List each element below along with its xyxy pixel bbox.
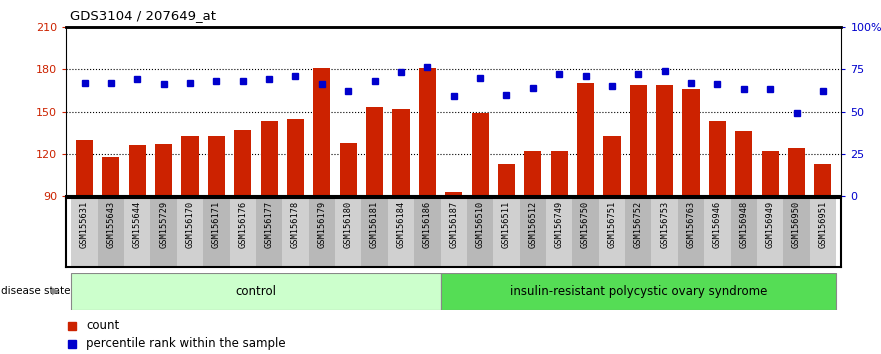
Bar	[388, 198, 414, 267]
Bar	[129, 145, 146, 196]
Bar	[445, 192, 463, 196]
Text: GSM156179: GSM156179	[317, 200, 326, 247]
Text: GSM156763: GSM156763	[686, 200, 695, 247]
Text: GSM156948: GSM156948	[739, 200, 748, 247]
Bar	[677, 198, 704, 267]
Bar	[230, 198, 256, 267]
Bar	[626, 198, 651, 267]
Text: GSM156510: GSM156510	[476, 200, 485, 247]
Bar	[814, 164, 832, 196]
Text: percentile rank within the sample: percentile rank within the sample	[86, 337, 286, 350]
Bar	[234, 130, 251, 196]
Bar	[599, 198, 626, 267]
Bar	[630, 85, 647, 196]
Text: GSM155729: GSM155729	[159, 200, 168, 247]
Bar	[493, 198, 520, 267]
Bar	[102, 157, 120, 196]
Bar	[603, 136, 620, 196]
Bar	[335, 198, 361, 267]
Text: GSM156186: GSM156186	[423, 200, 432, 247]
Bar	[810, 198, 836, 267]
Bar	[181, 136, 198, 196]
Bar	[440, 273, 836, 310]
Bar	[414, 198, 440, 267]
Text: GSM156750: GSM156750	[581, 200, 590, 247]
Bar	[361, 198, 388, 267]
Bar	[471, 113, 489, 196]
Text: GSM156951: GSM156951	[818, 200, 827, 247]
Text: GSM156950: GSM156950	[792, 200, 801, 247]
Text: ▶: ▶	[51, 286, 59, 296]
Text: insulin-resistant polycystic ovary syndrome: insulin-resistant polycystic ovary syndr…	[509, 285, 767, 298]
Bar	[366, 107, 383, 196]
Text: GSM156171: GSM156171	[212, 200, 221, 247]
Bar	[498, 164, 515, 196]
Text: GSM156181: GSM156181	[370, 200, 379, 247]
Text: GSM156752: GSM156752	[633, 200, 643, 247]
Bar	[98, 198, 124, 267]
Text: GSM156180: GSM156180	[344, 200, 352, 247]
Text: GSM155631: GSM155631	[80, 200, 89, 247]
Text: GSM156949: GSM156949	[766, 200, 774, 247]
Bar	[788, 148, 805, 196]
Text: control: control	[235, 285, 277, 298]
Bar	[761, 151, 779, 196]
Text: GSM156176: GSM156176	[238, 200, 248, 247]
Bar	[783, 198, 810, 267]
Bar	[651, 198, 677, 267]
Bar	[709, 121, 726, 196]
Bar	[76, 140, 93, 196]
Text: disease state: disease state	[1, 286, 70, 296]
Text: GSM156178: GSM156178	[291, 200, 300, 247]
Bar	[71, 273, 440, 310]
Bar	[71, 198, 98, 267]
Bar	[573, 198, 599, 267]
Bar	[177, 198, 204, 267]
Text: GSM156512: GSM156512	[529, 200, 537, 247]
Text: count: count	[86, 319, 120, 332]
Bar	[208, 136, 225, 196]
Bar	[467, 198, 493, 267]
Bar	[656, 85, 673, 196]
Text: GSM156946: GSM156946	[713, 200, 722, 247]
Text: GSM155644: GSM155644	[133, 200, 142, 247]
Bar	[314, 68, 330, 196]
Bar	[736, 131, 752, 196]
Bar	[418, 68, 436, 196]
Bar	[757, 198, 783, 267]
Bar	[524, 151, 542, 196]
Bar	[155, 144, 172, 196]
Text: GSM155643: GSM155643	[107, 200, 115, 247]
Text: GSM156170: GSM156170	[186, 200, 195, 247]
Bar	[308, 198, 335, 267]
Bar	[340, 143, 357, 196]
Text: GSM156177: GSM156177	[264, 200, 274, 247]
Bar	[546, 198, 573, 267]
Bar	[683, 89, 700, 196]
Text: GSM156187: GSM156187	[449, 200, 458, 247]
Text: GSM156511: GSM156511	[502, 200, 511, 247]
Bar	[261, 121, 278, 196]
Bar	[704, 198, 730, 267]
Bar	[124, 198, 151, 267]
Bar	[577, 83, 594, 196]
Bar	[551, 151, 567, 196]
Bar	[282, 198, 308, 267]
Bar	[204, 198, 230, 267]
Bar	[287, 119, 304, 196]
Text: GSM156751: GSM156751	[607, 200, 617, 247]
Bar	[440, 198, 467, 267]
Bar	[151, 198, 177, 267]
Bar	[256, 198, 282, 267]
Text: GSM156749: GSM156749	[555, 200, 564, 247]
Bar	[392, 109, 410, 196]
Bar	[520, 198, 546, 267]
Bar	[730, 198, 757, 267]
Text: GSM156184: GSM156184	[396, 200, 405, 247]
Text: GDS3104 / 207649_at: GDS3104 / 207649_at	[70, 9, 217, 22]
Text: GSM156753: GSM156753	[660, 200, 670, 247]
